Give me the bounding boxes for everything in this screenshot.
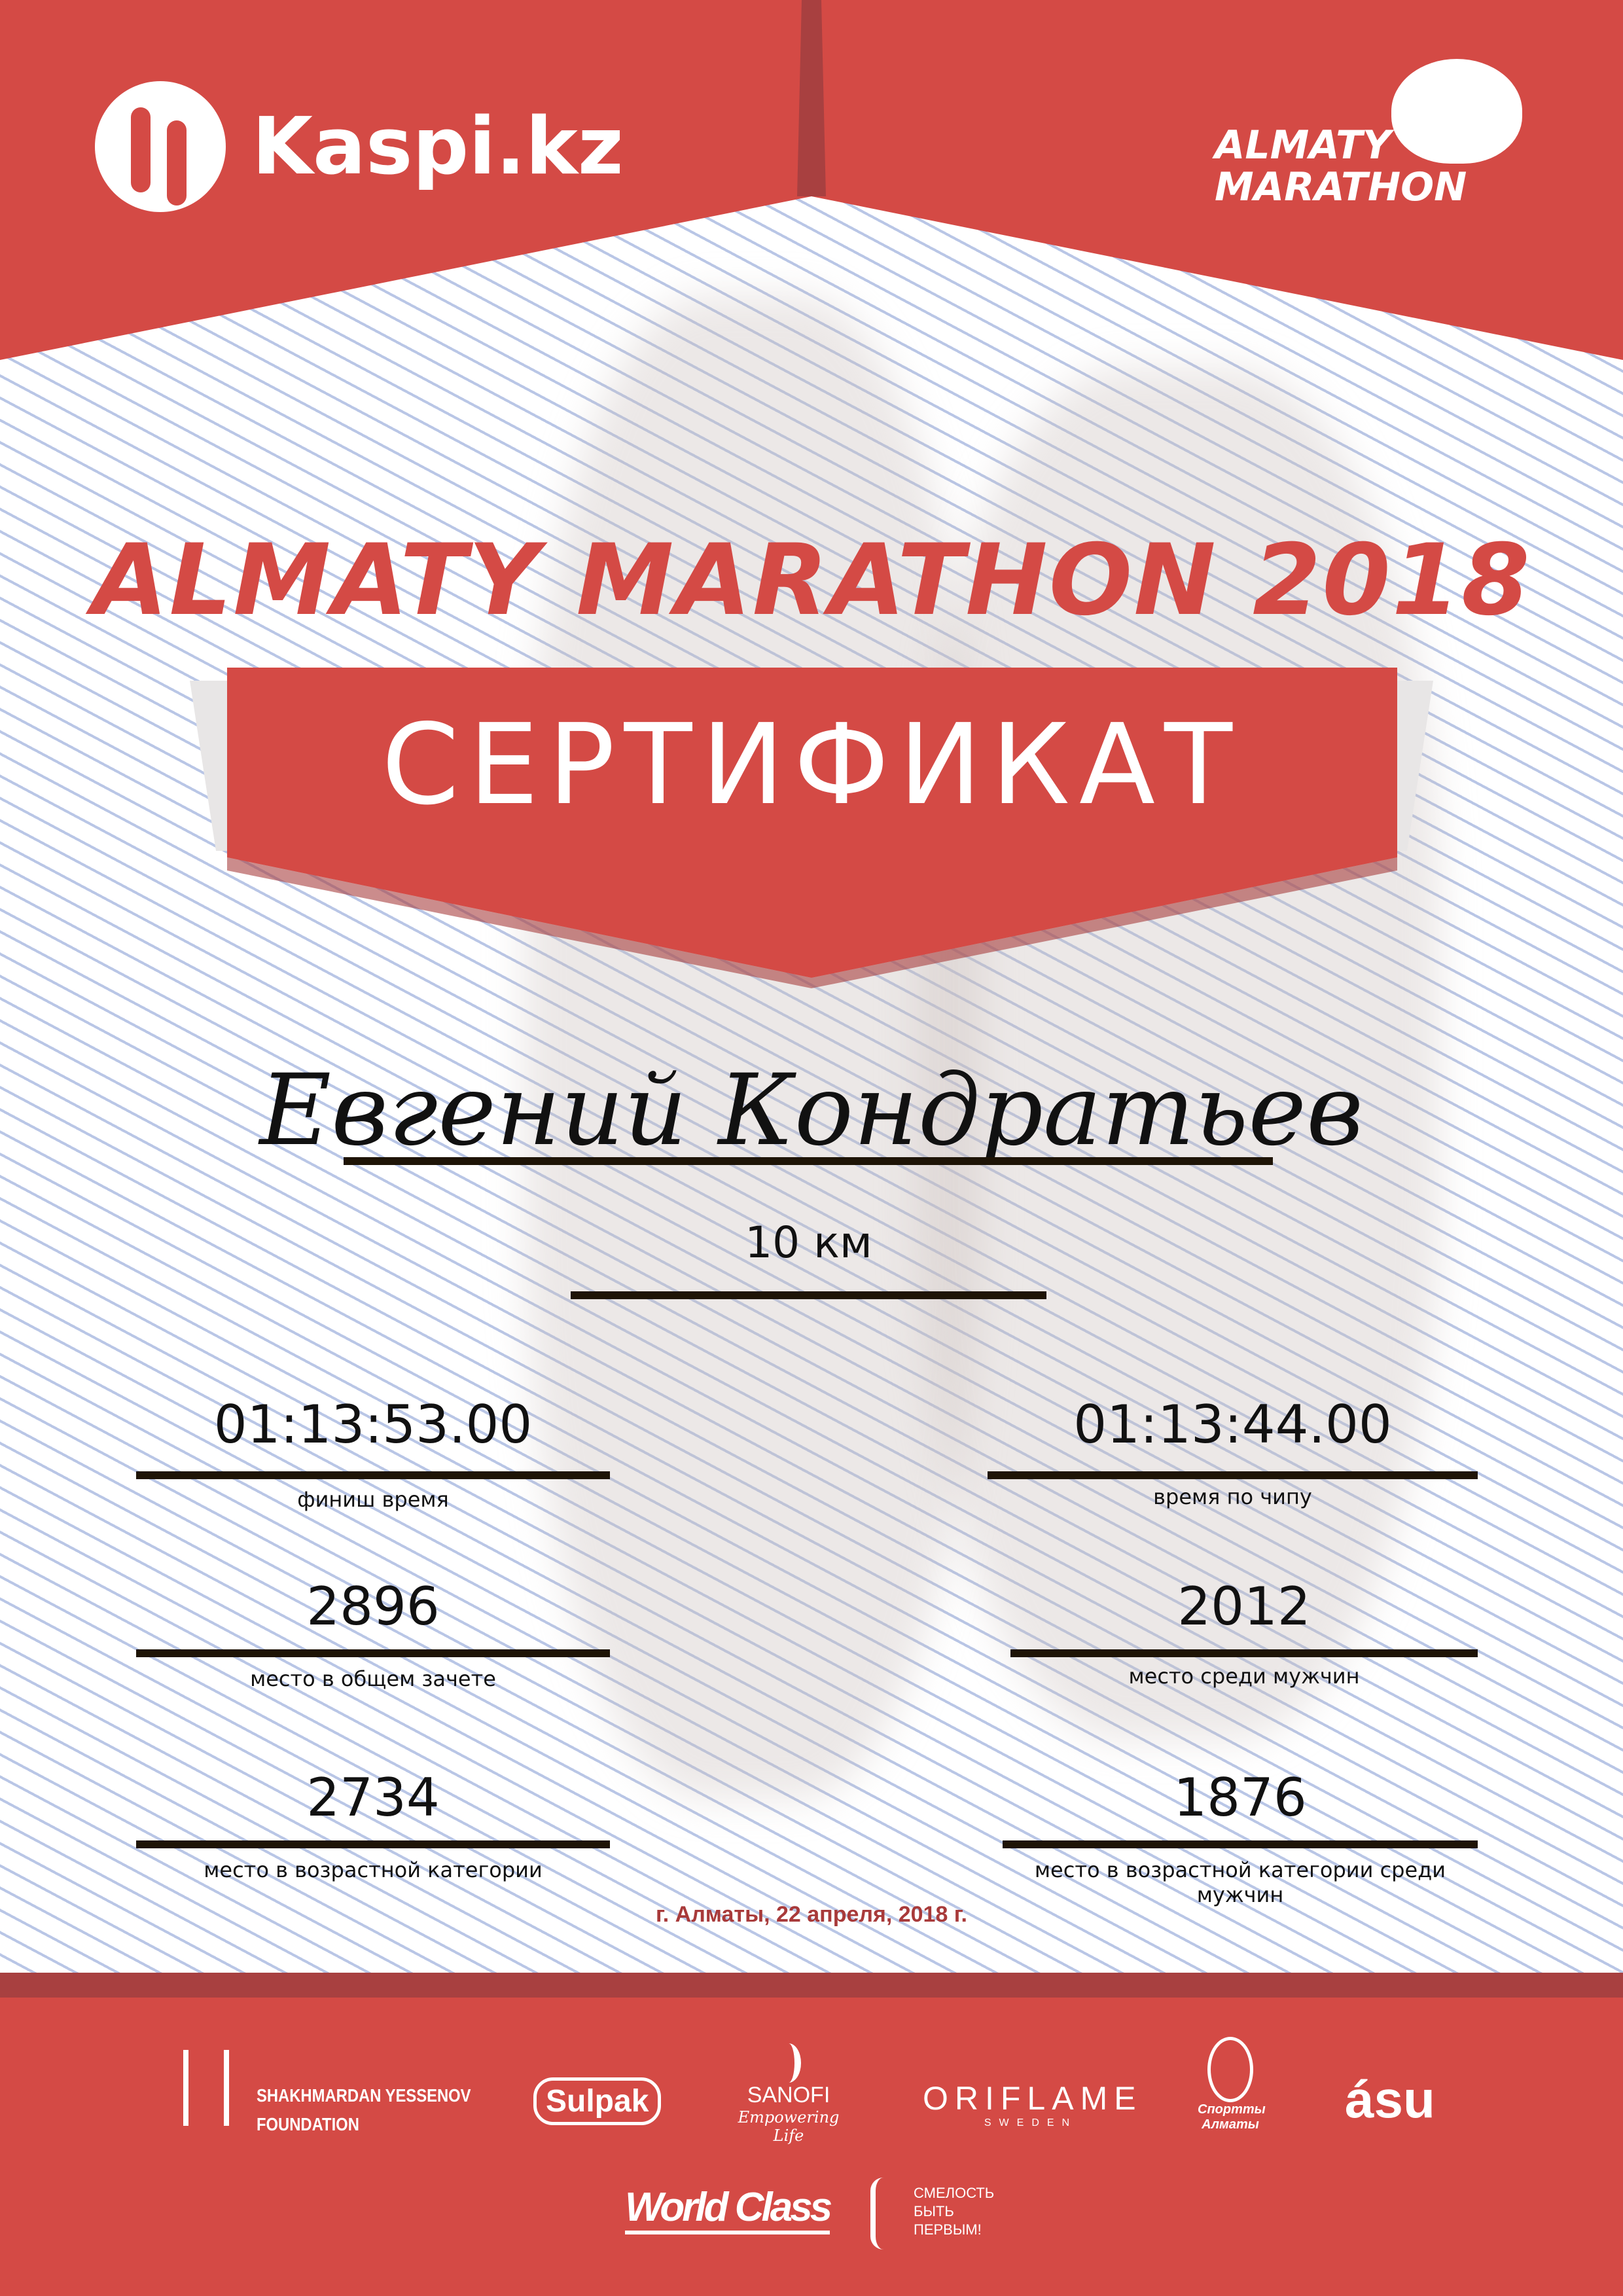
overall-place-label: место в общем зачете (250, 1666, 496, 1691)
header-band (0, 0, 1623, 360)
asu-logo: ásu (1345, 2070, 1435, 2128)
logo-line2: MARATHON (1215, 164, 1467, 210)
yessenov-text: SHAKHMARDAN YESSENOV (257, 2085, 471, 2106)
participant-name: Евгений Кондратьев (259, 1054, 1364, 1168)
certificate-banner (190, 668, 1433, 988)
almaty-marathon-logo: ALMATY MARATHON (1215, 59, 1522, 216)
fund-runner-icon (870, 2178, 908, 2250)
age-category-male-label: место в возрастной категории среди мужчи… (1034, 1857, 1446, 1907)
sponsors-footer: SHAKHMARDAN YESSENOV FOUNDATION Sulpak SA… (0, 1998, 1623, 2296)
sport-almaty-text: Алматы (1202, 2117, 1259, 2132)
sport-almaty-text: Спортты (1198, 2102, 1266, 2117)
underline (1003, 1840, 1478, 1848)
kaspi-logo-text: Kaspi.kz (252, 101, 624, 192)
sport-almaty-emblem-icon (1207, 2037, 1253, 2102)
underline (988, 1471, 1478, 1479)
yessenov-text: FOUNDATION (257, 2114, 359, 2134)
age-category-place: 2734 (306, 1767, 440, 1828)
oriflame-text: ORIFLAME (923, 2080, 1143, 2117)
striped-background (0, 0, 1623, 1998)
distance-underline (571, 1291, 1046, 1299)
sanofi-text: SANOFI (747, 2083, 830, 2108)
distance: 10 км (745, 1217, 872, 1268)
kaspi-logo: Kaspi.kz (95, 81, 624, 212)
world-class-logo: World Class (625, 2184, 832, 2234)
chip-time: 01:13:44.00 (1073, 1394, 1392, 1455)
logo-line1: ALMATY (1215, 122, 1391, 168)
underline (136, 1471, 610, 1479)
event-date: г. Алматы, 22 апреля, 2018 г. (656, 1902, 967, 1927)
underline (1010, 1649, 1478, 1657)
sulpak-logo: Sulpak (533, 2077, 662, 2125)
event-title: ALMATY MARATHON 2018 (92, 524, 1531, 637)
underline (136, 1649, 610, 1657)
sport-almaty-logo: Спортты Алматы (1198, 2037, 1266, 2132)
overall-place: 2896 (306, 1576, 440, 1637)
male-place: 2012 (1177, 1576, 1311, 1637)
oriflame-logo: ORIFLAME SWEDEN (923, 2079, 1139, 2129)
certificate-heading: СЕРТИФИКАТ (382, 700, 1241, 830)
sanofi-tagline: Empowering Life (738, 2108, 840, 2145)
runner-photo-woman (916, 367, 1440, 1741)
chip-time-label: время по чипу (1153, 1484, 1312, 1509)
sanofi-icon (776, 2043, 801, 2083)
fund-text: БЫТЬ (914, 2203, 954, 2219)
finish-time-label: финиш время (297, 1487, 449, 1512)
age-category-label: место в возрастной категории (204, 1857, 543, 1882)
male-place-label: место среди мужчин (1128, 1664, 1360, 1689)
underline (136, 1840, 610, 1848)
yessenov-icon (183, 2050, 229, 2126)
fund-text: СМЕЛОСТЬ (914, 2185, 995, 2201)
runner-photo-man (524, 295, 982, 1800)
finish-time: 01:13:53.00 (213, 1394, 533, 1455)
runner-icon (1391, 59, 1522, 164)
fund-text: ПЕРВЫМ! (914, 2221, 982, 2238)
kaspi-icon (95, 81, 226, 212)
footer-band (0, 1973, 1623, 1998)
sanofi-logo: SANOFI Empowering Life (726, 2043, 851, 2145)
name-underline (344, 1157, 1273, 1165)
oriflame-sub: SWEDEN (984, 2117, 1078, 2128)
age-category-male-place: 1876 (1173, 1767, 1307, 1828)
